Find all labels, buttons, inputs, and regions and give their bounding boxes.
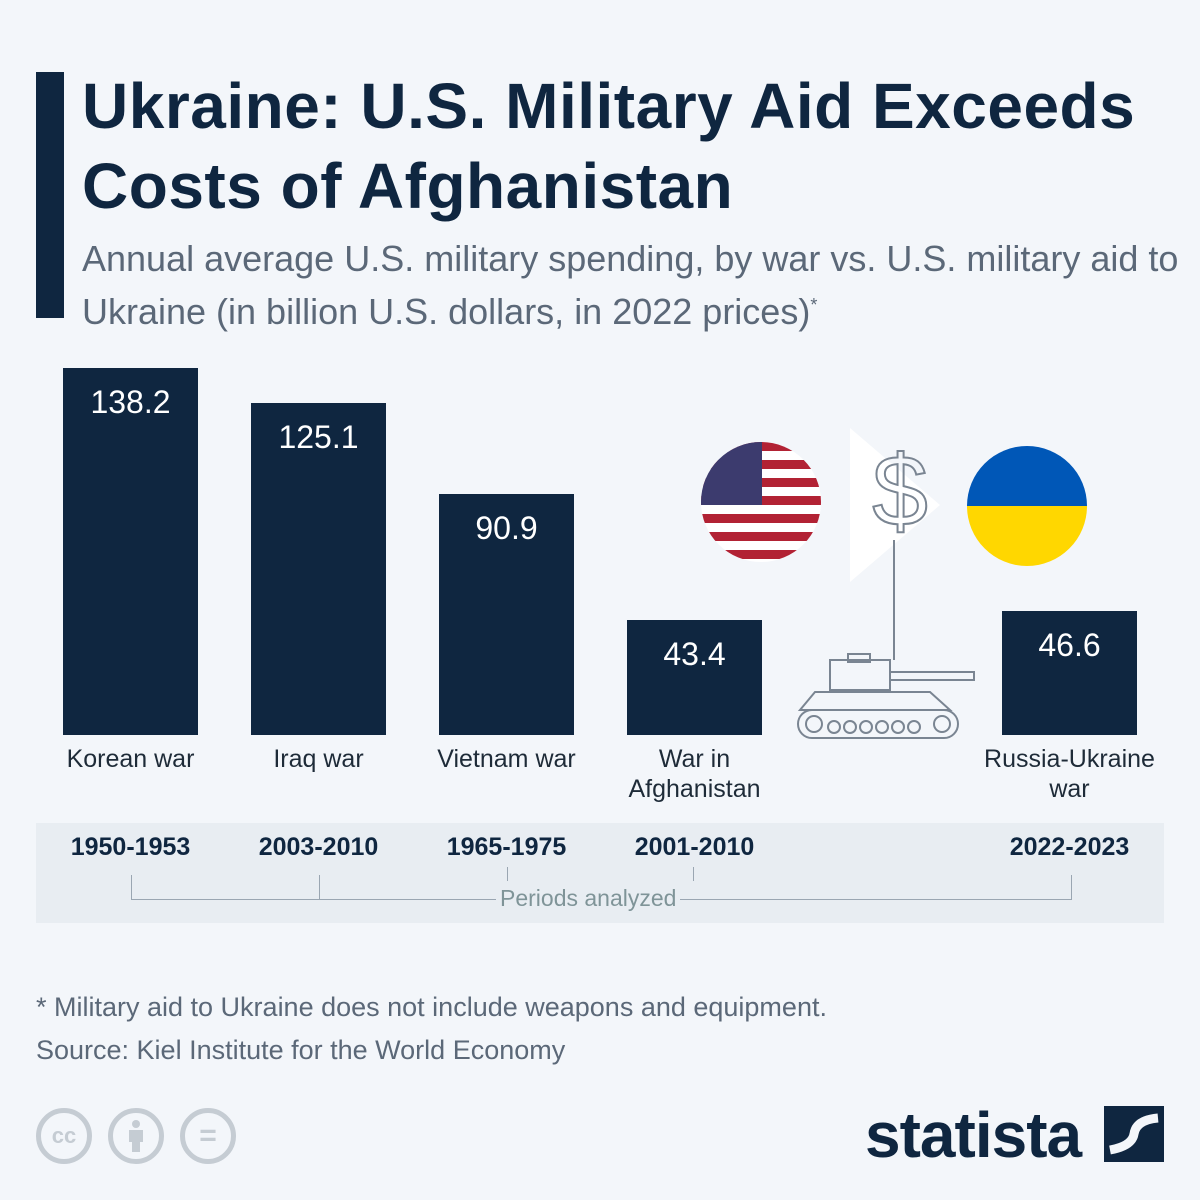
period-tick <box>1071 875 1072 900</box>
bar-chart: 138.2 Korean war 125.1 Iraq war 90.9 Vietnam … <box>63 368 1155 803</box>
bar <box>1002 611 1137 735</box>
data-label: 46.6 <box>1038 627 1101 664</box>
source: Source: Kiel Institute for the World Eco… <box>36 1035 566 1065</box>
title-accent-bar <box>36 72 64 318</box>
arrow-shape <box>850 428 940 582</box>
period-label: 2022-2023 <box>1009 833 1130 861</box>
data-label: 43.4 <box>663 635 726 672</box>
statista-logo-mark-icon <box>1104 1106 1164 1162</box>
us-flag-icon <box>701 442 821 562</box>
no-derivatives-icon[interactable]: = <box>180 1108 236 1164</box>
period-tick <box>693 867 694 881</box>
bar <box>627 619 762 735</box>
attribution-icon[interactable] <box>108 1108 164 1164</box>
illustration: $ <box>701 428 1087 739</box>
statista-logo[interactable]: statista <box>865 1098 1082 1172</box>
period-tick <box>507 867 508 881</box>
data-label: 125.1 <box>278 418 359 455</box>
tank-icon <box>797 653 975 739</box>
nd-text: = <box>199 1119 217 1152</box>
bar <box>439 493 574 735</box>
footnote: * Military aid to Ukraine does not inclu… <box>36 992 827 1022</box>
category-label: Russia-Ukraine war <box>984 745 1155 803</box>
period-tick <box>319 875 320 900</box>
category-label: Vietnam war <box>437 745 576 773</box>
category-label: War in Afghanistan <box>628 745 761 803</box>
page-title: Ukraine: U.S. Military Aid Exceeds Costs… <box>82 70 1136 222</box>
cc-text: cc <box>51 1123 77 1148</box>
bar <box>63 368 198 735</box>
bar <box>251 402 386 735</box>
periods-label: Periods analyzed <box>496 885 681 912</box>
period-label: 1965-1975 <box>446 833 567 861</box>
ukraine-flag-icon <box>967 446 1087 566</box>
dollar-sign-icon: $ <box>872 435 928 547</box>
period-tick <box>131 875 132 900</box>
category-label: Korean war <box>66 745 195 773</box>
period-label: 2001-2010 <box>634 833 755 861</box>
logo-text: statista <box>865 1099 1082 1171</box>
cc-icon[interactable]: cc <box>36 1108 92 1164</box>
subtitle-text: Annual average U.S. military spending, b… <box>82 238 1179 332</box>
period-label: 1950-1953 <box>70 833 191 861</box>
subtitle: Annual average U.S. military spending, b… <box>82 236 1182 335</box>
footnote-mark: * <box>810 295 818 315</box>
category-label: Iraq war <box>273 745 364 773</box>
period-label: 2003-2010 <box>258 833 379 861</box>
periods-panel: Periods analyzed 1950-1953 2003-2010 1965-… <box>36 823 1164 923</box>
data-label: 138.2 <box>90 384 171 420</box>
data-label: 90.9 <box>475 509 538 546</box>
